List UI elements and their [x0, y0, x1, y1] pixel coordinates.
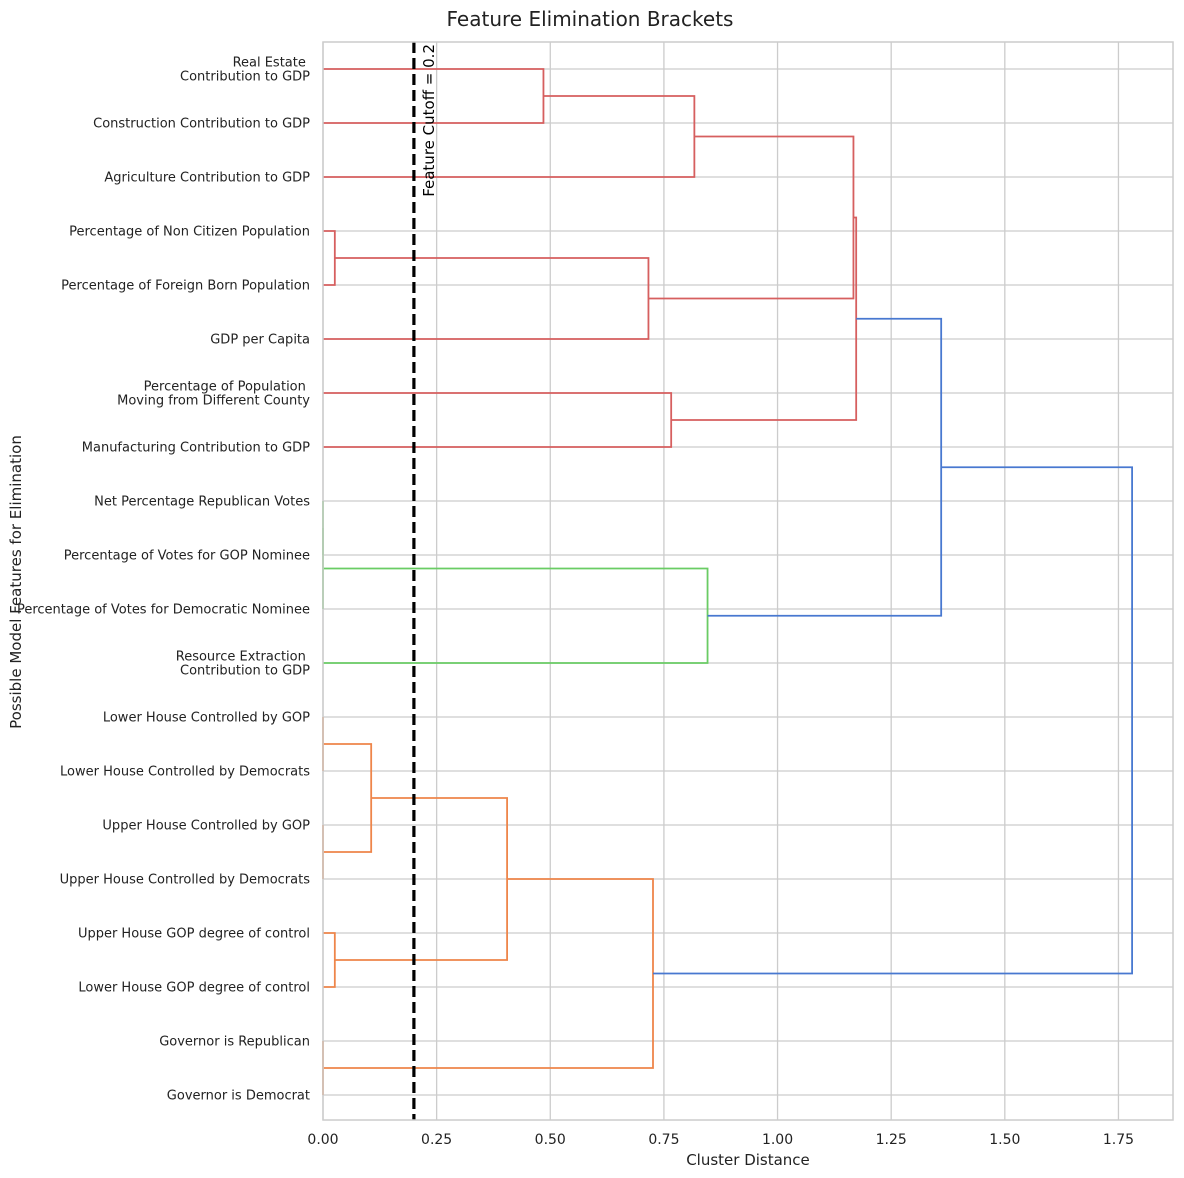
feature-label-6: Percentage of Population Moving from Dif…: [117, 380, 310, 409]
dendrogram-link-4: [648, 135, 855, 300]
feature-label-14: Upper House Controlled by GOP: [102, 819, 310, 834]
x-tick-label-4: 1.00: [762, 1132, 793, 1148]
x-tick-label-6: 1.50: [989, 1132, 1020, 1148]
feature-label-11: Resource Extraction Contribution to GDP: [176, 650, 310, 679]
feature-label-9: Percentage of Votes for GOP Nominee: [64, 549, 310, 564]
feature-label-7: Manufacturing Contribution to GDP: [82, 441, 310, 456]
dendrogram-link-18: [653, 466, 1133, 975]
feature-label-15: Upper House Controlled by Democrats: [60, 873, 311, 888]
feature-label-5: GDP per Capita: [210, 333, 310, 348]
dendrogram-link-14: [323, 932, 336, 988]
feature-label-0: Real Estate Contribution to GDP: [180, 56, 310, 85]
feature-label-10: Percentage of Votes for Democratic Nomin…: [17, 603, 310, 618]
dendrogram-link-6: [671, 216, 858, 421]
feature-label-2: Agriculture Contribution to GDP: [104, 171, 310, 186]
x-tick-label-7: 1.75: [1103, 1132, 1134, 1148]
dendrogram-link-5: [323, 392, 673, 448]
x-tick-label-0: 0.00: [307, 1132, 338, 1148]
grid-lines: [322, 42, 1173, 1120]
x-tick-label-2: 0.50: [535, 1132, 566, 1148]
x-axis-label: Cluster Distance: [686, 1151, 810, 1169]
x-tick-label-5: 1.25: [876, 1132, 907, 1148]
feature-label-16: Upper House GOP degree of control: [78, 927, 310, 942]
feature-label-3: Percentage of Non Citizen Population: [69, 225, 310, 240]
dendrogram-link-9: [323, 567, 709, 664]
cutoff-marker: Feature Cutoff = 0.2: [412, 42, 438, 1120]
dendrogram-link-2: [323, 230, 336, 286]
x-tick-labels: 0.00 0.25 0.50 0.75 1.00 1.25 1.50 1.75: [307, 1132, 1134, 1148]
dendrogram-link-3: [323, 257, 650, 340]
plot-frame: [322, 41, 1174, 1121]
x-tick-label-3: 0.75: [648, 1132, 679, 1148]
feature-label-4: Percentage of Foreign Born Population: [61, 279, 310, 294]
x-tick-label-1: 0.25: [421, 1132, 452, 1148]
feature-label-19: Governor is Democrat: [167, 1089, 310, 1104]
dendrogram-links: [322, 68, 1133, 1095]
feature-labels: Real Estate Contribution to GDP Construct…: [17, 56, 310, 1104]
dendrogram-link-13: [323, 743, 373, 853]
y-axis-label: Possible Model Features for Elimination: [7, 435, 25, 729]
dendrogram-link-17: [323, 878, 654, 1069]
dendrogram-link-10: [707, 317, 943, 617]
cutoff-label: Feature Cutoff = 0.2: [420, 44, 438, 197]
chart-title: Feature Elimination Brackets: [447, 7, 734, 31]
feature-label-12: Lower House Controlled by GOP: [103, 711, 310, 726]
feature-label-8: Net Percentage Republican Votes: [94, 495, 310, 510]
feature-label-18: Governor is Republican: [159, 1035, 310, 1050]
feature-label-1: Construction Contribution to GDP: [93, 117, 310, 132]
feature-label-13: Lower House Controlled by Democrats: [60, 765, 310, 780]
feature-label-17: Lower House GOP degree of control: [78, 981, 310, 996]
dendrogram-link-1: [323, 95, 696, 178]
